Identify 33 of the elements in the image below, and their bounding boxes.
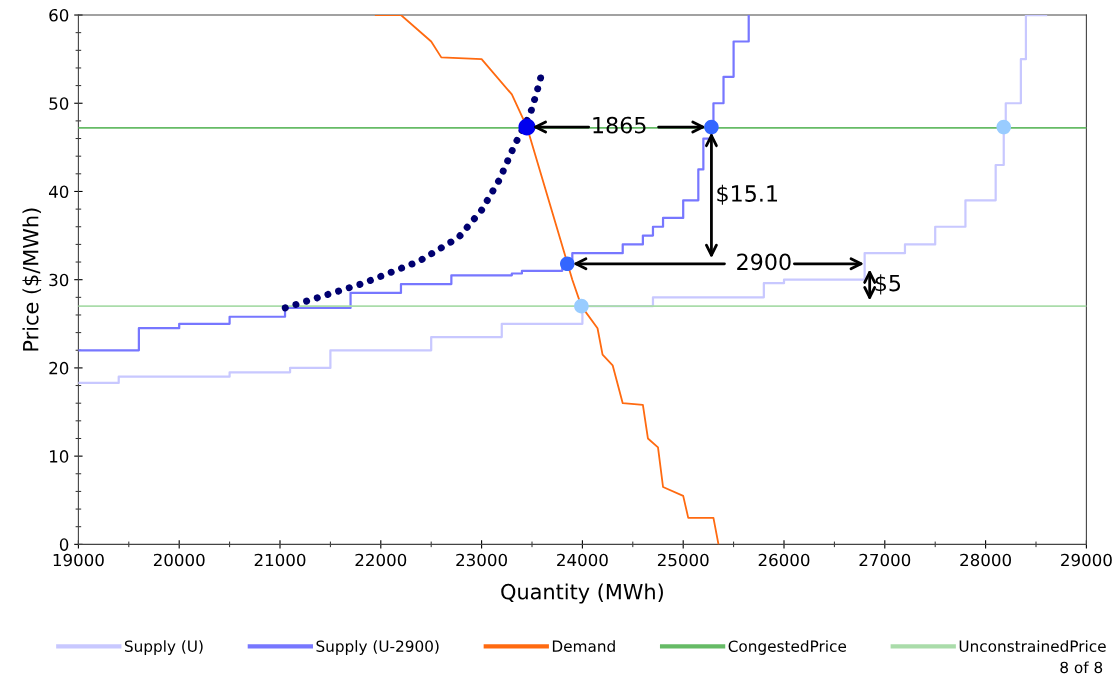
x-tick-label: 29000 <box>1061 553 1112 567</box>
y-tick-label: 10 <box>49 450 69 463</box>
legend-label: Demand <box>552 640 615 652</box>
x-tick-label: 26000 <box>758 553 810 567</box>
x-tick-label: 20000 <box>153 553 205 567</box>
annotation: 2900 <box>737 253 791 271</box>
text: 8 of 8 <box>1060 661 1103 674</box>
annotation: $15.1 <box>717 184 778 205</box>
legend-label: UnconstrainedPrice <box>959 640 1106 652</box>
x-tick-label: 23000 <box>456 553 507 567</box>
point <box>560 256 575 272</box>
x-tick-label: 22000 <box>355 553 407 567</box>
x-tick-label: 25000 <box>657 553 709 567</box>
x-tick-label: 28000 <box>960 553 1011 567</box>
x-tick-label: 27000 <box>859 553 911 567</box>
y-tick-label: 30 <box>49 273 69 287</box>
y-axis-title: Price ($/MWh) <box>22 208 42 351</box>
y-tick-label: 40 <box>48 185 69 199</box>
y-tick-label: 0 <box>59 538 69 551</box>
x-tick-label: 19000 <box>53 553 104 567</box>
point <box>704 119 719 135</box>
legend-label: Supply (U) <box>124 640 203 655</box>
legend-label: Supply (U-2900) <box>316 640 439 655</box>
legend-label: CongestedPrice <box>728 640 847 655</box>
x-tick-label: 24000 <box>557 553 608 567</box>
annotation: $5 <box>875 274 901 295</box>
y-tick-label: 20 <box>49 361 69 375</box>
y-tick-label: 50 <box>49 97 69 110</box>
x-tick-label: 21000 <box>254 553 306 567</box>
point <box>996 119 1012 135</box>
y-tick-label: 60 <box>49 8 69 22</box>
x-axis-title: Quantity (MWh) <box>501 583 663 604</box>
point <box>574 298 589 314</box>
